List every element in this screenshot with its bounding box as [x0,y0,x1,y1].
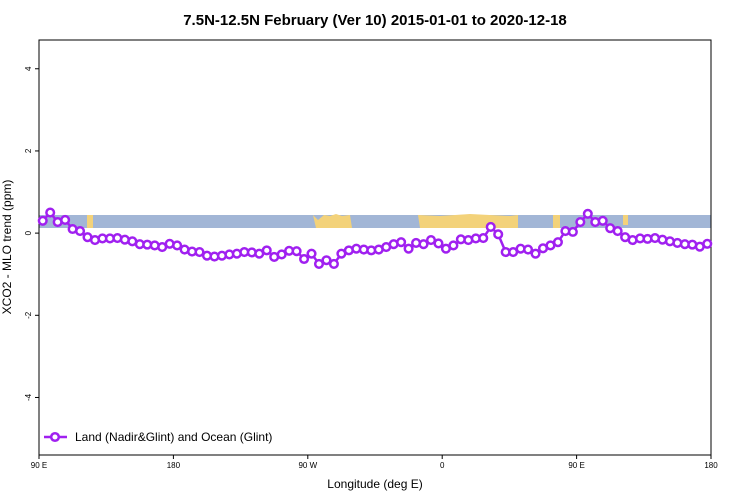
point [575,216,586,228]
point [403,243,414,254]
legend-marker [49,431,61,443]
land-band [623,215,628,225]
land-band [313,214,352,228]
point [493,229,504,240]
point [567,226,578,237]
point [612,226,623,237]
point [485,221,496,233]
point [478,232,489,244]
point [597,215,608,226]
point [396,237,407,248]
point [276,249,287,260]
x-axis-label: Longitude (deg E) [327,477,422,491]
point [306,248,317,259]
point [321,255,332,266]
y-tick-label: -4 [24,393,33,401]
point [75,226,86,237]
point [530,248,541,259]
y-tick-label: 2 [24,148,33,153]
y-tick-label: -2 [24,311,33,319]
point [194,246,205,258]
land-band [553,215,560,228]
y-tick-label: 0 [24,230,33,235]
plot-frame [38,39,712,456]
legend-label: Land (Nadir&Glint) and Ocean (Glint) [75,430,272,444]
land-band [418,214,518,228]
x-tick-label: 90 W [298,461,317,470]
y-tick-label: 4 [24,66,33,71]
x-tick-label: 90 E [31,461,47,470]
y-axis-label: XCO2 - MLO trend (ppm) [0,180,14,315]
point [45,207,56,218]
land-band [87,215,93,228]
ocean-band [39,215,711,228]
point [299,253,310,265]
point [291,246,302,257]
x-tick-label: 0 [440,461,445,470]
x-tick-label: 90 E [568,461,584,470]
point [448,240,459,251]
x-tick-label: 180 [167,461,181,470]
point [172,240,183,251]
point [582,208,593,219]
point [523,244,534,255]
point [60,214,71,226]
point [37,215,48,226]
point [433,238,444,249]
point [552,237,563,248]
point [418,239,429,250]
x-tick-label: 180 [704,461,718,470]
point [702,238,713,249]
point [313,258,325,269]
chart-title: 7.5N-12.5N February (Ver 10) 2015-01-01 … [183,12,567,29]
point [261,245,272,256]
point [328,258,339,269]
